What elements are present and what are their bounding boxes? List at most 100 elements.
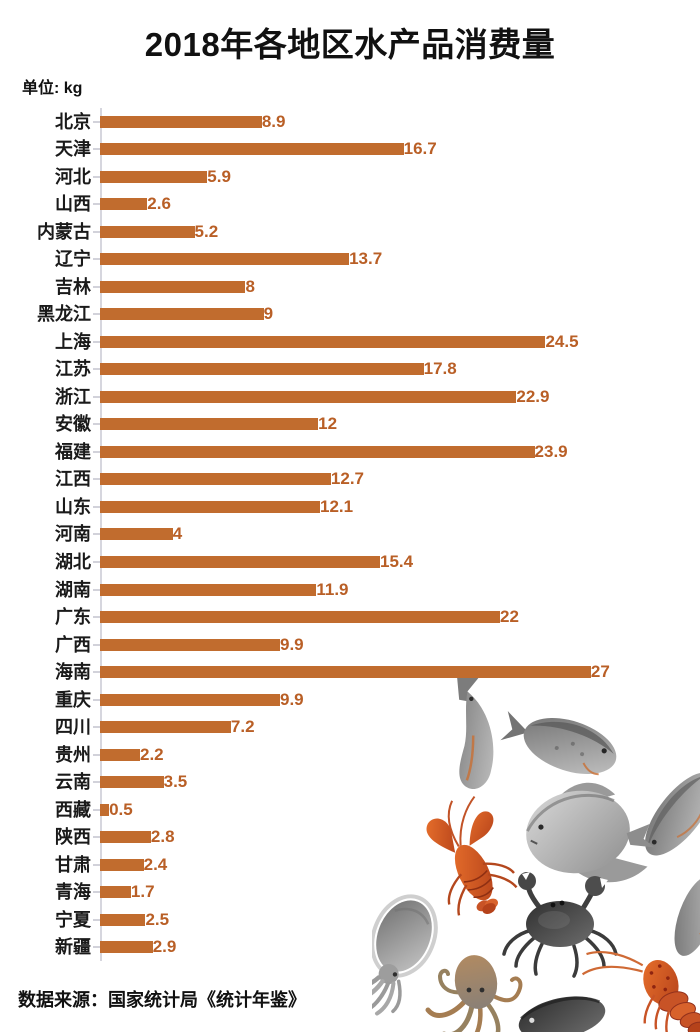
axis-tick-icon <box>93 781 100 784</box>
bar-track: 1.7 <box>93 883 600 900</box>
value-label: 15.4 <box>380 552 414 572</box>
category-label: 云南 <box>55 772 91 793</box>
value-label: 5.2 <box>194 221 219 241</box>
bar <box>100 611 500 624</box>
bar-row: 新疆 2.9 <box>0 933 700 961</box>
category-label: 内蒙古 <box>37 221 91 242</box>
axis-tick-icon <box>93 698 100 701</box>
crab-icon <box>502 872 618 978</box>
bar-row: 湖北 15.4 <box>0 548 700 576</box>
value-label: 9.9 <box>280 689 304 709</box>
bar <box>100 225 195 238</box>
axis-tick-icon <box>93 753 100 756</box>
bar-row: 河北 5.9 <box>0 163 700 191</box>
bar-row: 山西 2.6 <box>0 191 700 219</box>
axis-tick-icon <box>93 863 100 866</box>
value-label: 12.1 <box>320 497 354 517</box>
category-label: 湖南 <box>55 579 91 600</box>
bar-track: 2.5 <box>93 911 600 928</box>
value-label: 13.7 <box>349 249 383 269</box>
bar-row: 江苏 17.8 <box>0 356 700 384</box>
bar <box>100 803 110 816</box>
bar-track: 15.4 <box>93 552 600 572</box>
bar-track: 2.6 <box>93 194 600 214</box>
value-label: 9.9 <box>280 634 304 654</box>
value-label: 8 <box>245 277 255 297</box>
bar <box>100 693 280 706</box>
bar-track: 5.2 <box>93 221 600 241</box>
value-label: 27 <box>590 662 610 682</box>
bar-track: 2.9 <box>93 938 600 955</box>
value-label: 24.5 <box>545 332 579 352</box>
bar <box>100 198 148 211</box>
bar-rows: 北京 8.9 天津 16.7 河北 5.9 山西 2.6 内蒙古 <box>0 108 700 961</box>
axis-tick-icon <box>93 726 100 729</box>
bar-row: 上海 24.5 <box>0 328 700 356</box>
value-label: 4 <box>172 524 183 544</box>
bar <box>100 831 151 844</box>
axis-tick-icon <box>93 120 100 123</box>
axis-tick-icon <box>93 285 100 288</box>
fish-icon <box>674 876 700 956</box>
axis-tick-icon <box>93 561 100 563</box>
bar-row: 北京 8.9 <box>0 108 700 136</box>
bar-row: 广西 9.9 <box>0 631 700 659</box>
bar-track: 7.2 <box>93 717 600 737</box>
bar-row: 四川 7.2 <box>0 713 700 741</box>
category-label: 吉林 <box>55 276 91 297</box>
value-label: 22.9 <box>516 387 550 407</box>
octopus-icon <box>425 955 523 1032</box>
axis-tick-icon <box>93 918 100 921</box>
bar-track: 3.5 <box>93 773 600 790</box>
bar <box>100 776 164 789</box>
axis-tick-icon <box>93 478 100 481</box>
bar <box>100 280 246 293</box>
bar-row: 山东 12.1 <box>0 493 700 521</box>
value-label: 2.2 <box>140 744 164 764</box>
category-label: 辽宁 <box>55 249 91 270</box>
fish-icon <box>518 996 606 1032</box>
bar-track: 9.9 <box>93 634 600 654</box>
axis-tick-icon <box>93 533 100 536</box>
value-label: 2.6 <box>147 194 171 214</box>
category-label: 江西 <box>55 469 91 490</box>
bar-row: 辽宁 13.7 <box>0 246 700 274</box>
axis-tick-icon <box>93 643 100 646</box>
category-label: 青海 <box>55 882 91 903</box>
category-label: 湖北 <box>55 552 91 572</box>
bar-row: 海南 27 <box>0 658 700 686</box>
unit-label: 单位: kg <box>22 80 83 97</box>
bar-track: 16.7 <box>93 140 600 157</box>
value-label: 22 <box>500 607 519 627</box>
value-label: 7.2 <box>230 717 255 737</box>
value-label: 0.5 <box>109 799 133 819</box>
bar-row: 吉林 8 <box>0 273 700 301</box>
category-label: 北京 <box>55 111 91 132</box>
bar-track: 5.9 <box>93 168 600 185</box>
bar-track: 24.5 <box>93 332 600 352</box>
bar-track: 12.7 <box>93 471 600 488</box>
axis-tick-icon <box>93 313 100 316</box>
bar-track: 13.7 <box>93 249 600 269</box>
category-label: 新疆 <box>55 937 91 958</box>
category-label: 江苏 <box>55 359 91 380</box>
axis-tick-icon <box>93 203 100 206</box>
page-title: 2018年各地区水产品消费量 <box>144 26 556 63</box>
seafood-illustration <box>372 673 700 1032</box>
bar <box>100 308 264 321</box>
category-label: 山西 <box>55 194 91 215</box>
bar-track: 9 <box>93 306 600 323</box>
pomfret-icon <box>526 782 655 883</box>
bar <box>100 363 424 376</box>
category-label: 山东 <box>55 496 91 517</box>
axis-tick-icon <box>93 395 100 398</box>
crayfish-icon <box>426 795 518 916</box>
bar <box>100 473 331 486</box>
source-label: 数据来源：国家统计局《统计年鉴》 <box>18 990 306 1010</box>
bar <box>100 638 280 651</box>
bar-row: 贵州 2.2 <box>0 741 700 769</box>
bar-row: 重庆 9.9 <box>0 686 700 714</box>
bar-track: 4 <box>93 524 600 544</box>
bar <box>100 115 262 128</box>
category-label: 黑龙江 <box>37 304 91 325</box>
